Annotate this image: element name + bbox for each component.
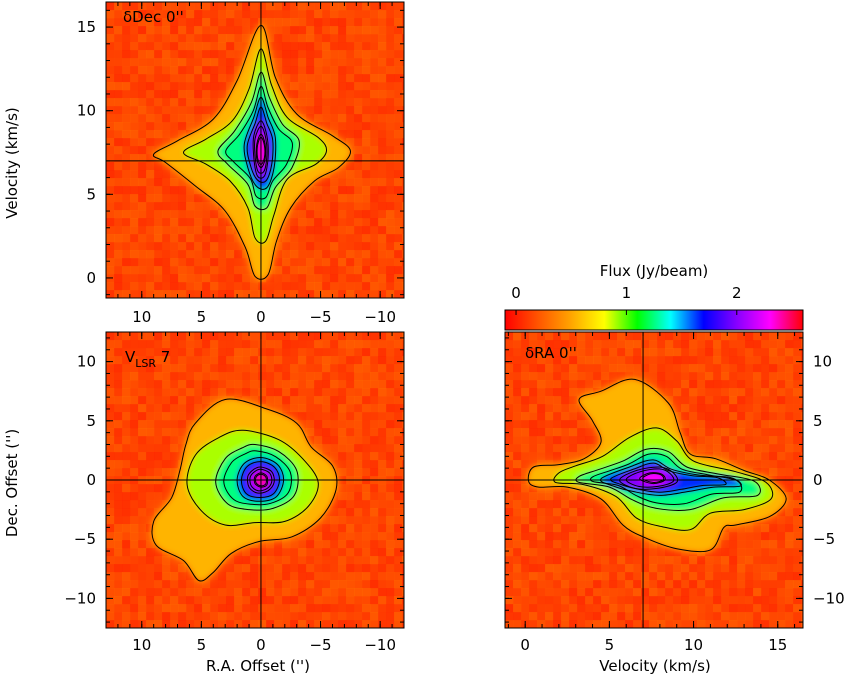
channel-map-contours	[151, 398, 338, 582]
pv-ra-contour	[243, 96, 277, 190]
pv-dec-xlabel: Velocity (km/s)	[599, 657, 710, 675]
pv-ra-ticks: 10 5 0 −5 −10 0 5 10 15	[77, 2, 405, 326]
pv-dec-contour	[625, 468, 675, 488]
pv-ra-panel-label: δDec 0''	[123, 8, 184, 26]
pv-dec-contour	[619, 466, 679, 490]
channel-map-y-tick-label: 0	[86, 471, 96, 489]
colorbar-ticks: 0 1 2	[511, 284, 742, 315]
channel-map-x-tick-label: 0	[256, 636, 266, 654]
pv-ra-y-tick-label: 0	[86, 269, 96, 287]
channel-map-y-tick-label: −10	[64, 589, 96, 607]
channel-map-ylabel: Dec. Offset ('')	[3, 429, 21, 537]
pv-ra-map	[106, 2, 404, 298]
pv-dec-ticks: 0 5 10 15 −10 −5 0 5 10	[505, 332, 845, 654]
pv-dec-contour	[642, 472, 665, 484]
pv-dec-contour	[553, 427, 774, 531]
channel-map-x-tick-label: 10	[132, 636, 151, 654]
channel-map-label-sub: LSR	[135, 357, 156, 370]
channel-map-crosshair	[106, 332, 404, 628]
channel-map-xlabel: R.A. Offset ('')	[206, 657, 310, 675]
pv-dec-panel: 0 5 10 15 −10 −5 0 5 10 Velocity (km/s) δRA 0''	[504, 331, 845, 675]
channel-map-x-tick-label: −10	[364, 636, 396, 654]
pv-ra-ylabel: Velocity (km/s)	[3, 107, 21, 218]
channel-map-panel: 10 5 0 −5 −10 −10 −5 0 5 10 R.A. Offset ('') Dec.…	[3, 331, 405, 675]
pv-ra-y-tick-label: 10	[77, 102, 96, 120]
channel-map-emission	[151, 399, 337, 582]
channel-map-frame	[105, 331, 405, 629]
pv-ra-frame	[105, 1, 405, 299]
pv-ra-contour	[182, 48, 328, 244]
pv-dec-y-tick-label: −5	[813, 530, 835, 548]
pv-dec-frame	[504, 331, 804, 629]
pv-dec-y-tick-label: 10	[813, 353, 832, 371]
channel-map-y-tick-label: 10	[77, 353, 96, 371]
channel-map-contour	[151, 398, 338, 582]
channel-map-label-value: 7	[156, 348, 170, 366]
channel-map-contour	[186, 429, 319, 527]
pv-dec-contour	[575, 447, 761, 511]
colorbar: Flux (Jy/beam) 0 1 2	[504, 262, 804, 331]
pv-dec-contours	[527, 378, 787, 553]
pv-dec-contour	[599, 459, 742, 496]
channel-map-frame-border	[105, 331, 405, 629]
pv-dec-frame-border	[504, 331, 804, 629]
channel-map-ticks: 10 5 0 −5 −10 −10 −5 0 5 10	[64, 332, 405, 654]
pv-ra-y-tick-label: 15	[77, 18, 96, 36]
pv-dec-y-tick-label: −10	[813, 589, 845, 607]
channel-map-contour	[246, 466, 275, 494]
pv-ra-frame-border	[105, 1, 405, 299]
pv-dec-contour	[639, 472, 666, 485]
pv-dec-y-tick-label: 5	[813, 412, 823, 430]
colorbar-tick-label: 2	[732, 284, 742, 302]
channel-map-y-tick-label: −5	[74, 530, 96, 548]
channel-map-x-tick-label: −5	[309, 636, 331, 654]
pv-ra-x-tick-label: −10	[364, 308, 396, 326]
pv-ra-x-tick-label: 0	[256, 308, 266, 326]
pv-dec-panel-label: δRA 0''	[525, 344, 577, 362]
pv-ra-panel: 10 5 0 −5 −10 0 5 10 15 Velocity (km/s) δDec 0''	[3, 1, 405, 326]
channel-map-contour	[249, 468, 273, 492]
channel-map-panel-label: VLSR 7	[125, 348, 170, 370]
pv-dec-y-tick-label: 0	[813, 471, 823, 489]
channel-map-y-tick-label: 5	[86, 412, 96, 430]
pv-ra-x-tick-label: −5	[309, 308, 331, 326]
colorbar-title: Flux (Jy/beam)	[600, 262, 709, 280]
channel-map-label-main: V	[125, 348, 136, 366]
pv-dec-x-tick-label: 10	[684, 636, 703, 654]
channel-map-x-tick-label: 5	[197, 636, 207, 654]
colorbar-tick-label: 1	[622, 284, 632, 302]
colorbar-gradient	[504, 309, 804, 331]
pv-ra-x-tick-label: 5	[197, 308, 207, 326]
channel-map-contour	[223, 450, 292, 506]
pv-ra-crosshair	[106, 2, 404, 298]
pv-ra-contour	[246, 106, 274, 183]
pv-dec-x-tick-label: 0	[520, 636, 530, 654]
pv-ra-y-tick-label: 5	[86, 185, 96, 203]
channel-map-contour	[240, 461, 281, 499]
pv-dec-x-tick-label: 15	[768, 636, 787, 654]
channel-map-contour	[215, 443, 299, 511]
channel-map-contour	[236, 456, 285, 502]
colorbar-tick-label: 0	[511, 284, 521, 302]
pv-dec-x-tick-label: 5	[605, 636, 615, 654]
pv-dec-crosshair	[505, 332, 803, 628]
pv-ra-x-tick-label: 10	[132, 308, 151, 326]
